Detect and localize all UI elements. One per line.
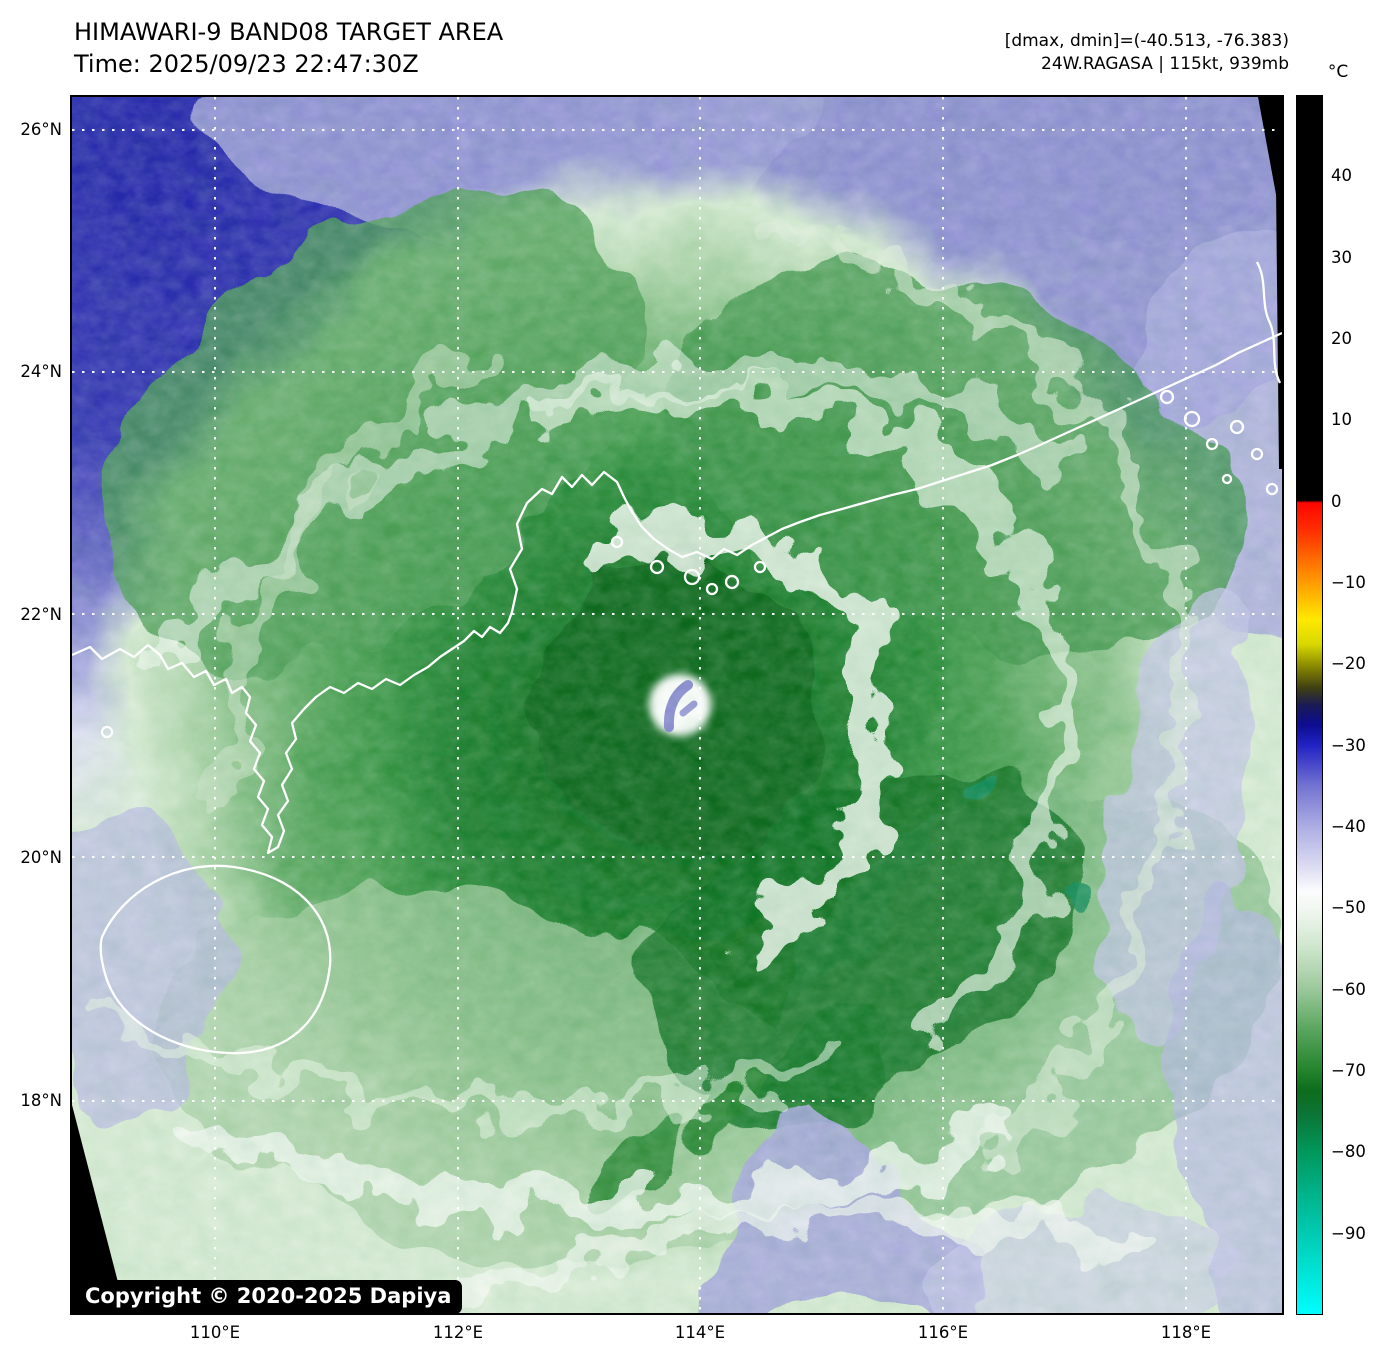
lon-label: 114°E bbox=[674, 1323, 726, 1342]
colorbar-tick: 20 bbox=[1331, 329, 1352, 348]
copyright-badge: Copyright © 2020-2025 Dapiya bbox=[74, 1280, 463, 1314]
lat-label: 24°N bbox=[20, 362, 62, 381]
lat-label: 18°N bbox=[20, 1091, 62, 1110]
temperature-colorbar bbox=[1296, 95, 1323, 1315]
satellite-map bbox=[70, 95, 1284, 1315]
lon-label: 112°E bbox=[432, 1323, 484, 1342]
swath-edge-right bbox=[1276, 187, 1282, 469]
colorbar-tick: 10 bbox=[1331, 410, 1352, 429]
colorbar-tick: −20 bbox=[1331, 654, 1366, 673]
dmax-dmin-readout: [dmax, dmin]=(-40.513, -76.383) bbox=[1004, 31, 1289, 51]
cloud-texture-dark bbox=[72, 97, 1282, 1313]
lon-label: 110°E bbox=[189, 1323, 241, 1342]
coastline bbox=[72, 261, 1282, 1055]
lat-label: 26°N bbox=[20, 120, 62, 139]
lon-label: 118°E bbox=[1160, 1323, 1212, 1342]
timestamp: Time: 2025/09/23 22:47:30Z bbox=[74, 50, 419, 78]
annotation-block: [dmax, dmin]=(-40.513, -76.383) 24W.RAGA… bbox=[1005, 30, 1289, 76]
colorbar-tick: −50 bbox=[1331, 898, 1366, 917]
lon-label: 116°E bbox=[917, 1323, 969, 1342]
title-block: HIMAWARI-9 BAND08 TARGET AREA Time: 2025… bbox=[74, 16, 503, 80]
colorbar-tick: −60 bbox=[1331, 980, 1366, 999]
colorbar-tick: −40 bbox=[1331, 817, 1366, 836]
colorbar-tick: −10 bbox=[1331, 573, 1366, 592]
lat-label: 22°N bbox=[20, 605, 62, 624]
satellite-image bbox=[72, 97, 1282, 1313]
colorbar-tick: −30 bbox=[1331, 736, 1366, 755]
colorbar-tick: 30 bbox=[1331, 248, 1352, 267]
page-title: HIMAWARI-9 BAND08 TARGET AREA bbox=[74, 18, 504, 46]
colorbar-tick: −80 bbox=[1331, 1142, 1366, 1161]
grid-lines bbox=[72, 97, 1282, 1313]
storm-info: 24W.RAGASA | 115kt, 939mb bbox=[1041, 54, 1289, 74]
colorbar-tick: 40 bbox=[1331, 166, 1352, 185]
lat-label: 20°N bbox=[20, 848, 62, 867]
colorbar-tick: −70 bbox=[1331, 1061, 1366, 1080]
colorbar-tick: −90 bbox=[1331, 1224, 1366, 1243]
swath-edge-bottom-left bbox=[72, 1105, 126, 1313]
colorbar-unit-label: °C bbox=[1327, 62, 1349, 82]
colorbar-tick: 0 bbox=[1331, 492, 1342, 511]
